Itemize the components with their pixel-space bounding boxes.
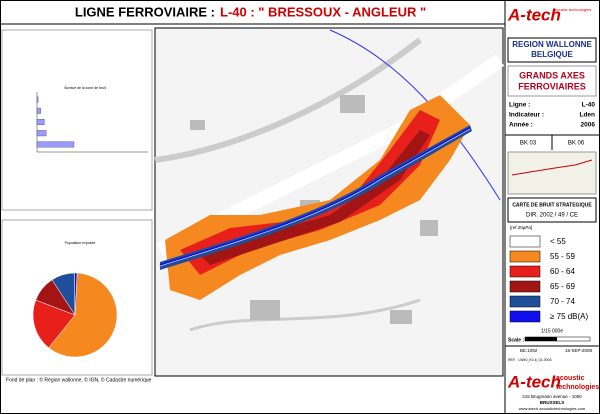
pie-slice bbox=[32, 299, 76, 349]
bar bbox=[36, 141, 75, 148]
info-value: 2006 bbox=[581, 122, 596, 129]
bk: BK 03 bbox=[520, 141, 537, 147]
info-value: L-40 bbox=[582, 102, 596, 109]
carte-box bbox=[507, 197, 597, 223]
date: 15-SEP-2008 bbox=[565, 348, 593, 353]
region: REGION WALLONNE bbox=[512, 40, 592, 49]
bar bbox=[36, 96, 39, 103]
bar bbox=[36, 119, 45, 125]
scale-label: Scale : bbox=[508, 337, 524, 343]
bar bbox=[36, 107, 41, 114]
zone-75 bbox=[159, 127, 471, 266]
logo-sub: acoustic bbox=[556, 375, 585, 382]
bar-title: Surface de la zone de bruit bbox=[64, 86, 106, 90]
pie-title: Population exposée bbox=[65, 241, 96, 245]
pie-slice bbox=[48, 272, 118, 358]
overview-line bbox=[511, 159, 593, 176]
legend-label: ≥ 75 dB(A) bbox=[550, 312, 589, 321]
bar bbox=[36, 130, 47, 137]
legend-label: < 55 bbox=[550, 237, 566, 246]
legend-swatch bbox=[509, 310, 541, 323]
legend-label: 70 - 74 bbox=[550, 297, 575, 306]
info-value: Lden bbox=[579, 112, 595, 119]
legend-swatch bbox=[509, 265, 541, 278]
bar-panel bbox=[1, 29, 153, 211]
dir: DIR. 2002 / 49 / CE bbox=[526, 213, 578, 219]
legend-swatch bbox=[509, 280, 541, 293]
logo: A-tech bbox=[507, 5, 561, 24]
logo: A-tech bbox=[507, 372, 561, 391]
region: BELGIQUE bbox=[531, 50, 573, 59]
carte: CARTE DE BRUIT STRATEGIQUE bbox=[512, 202, 592, 208]
legend-swatch bbox=[509, 235, 541, 248]
river bbox=[329, 29, 501, 201]
credits: Fond de plan : © Région wallonne, © IGN,… bbox=[6, 376, 152, 383]
scale-ratio: 1/15 000e bbox=[541, 328, 563, 334]
scale-bar bbox=[525, 337, 557, 341]
legend-swatch bbox=[509, 250, 541, 263]
axes: FERROVIAIRES bbox=[518, 81, 586, 91]
address: BRUSSELS bbox=[540, 400, 565, 405]
legend-label: 60 - 64 bbox=[550, 267, 575, 276]
legend-label: 55 - 59 bbox=[550, 252, 575, 261]
info: Ligne : L-40 Indicateur : Lden Année : 2006 bbox=[509, 102, 595, 129]
code: BE.1092 bbox=[520, 348, 538, 353]
axes-box bbox=[507, 65, 597, 97]
road bbox=[189, 298, 421, 332]
zone-65 bbox=[200, 130, 430, 265]
address: 215 Brugmann avenue - 1050 bbox=[522, 394, 582, 399]
road bbox=[154, 37, 422, 163]
info-label: Indicateur : bbox=[509, 112, 544, 119]
logo-sub: technologies bbox=[556, 384, 599, 391]
web: www.atech-acoustictechnologies.com bbox=[519, 406, 586, 411]
axes: GRANDS AXES bbox=[519, 70, 585, 80]
region-box bbox=[507, 37, 597, 63]
ref-unit: [ref.20µPa] bbox=[510, 225, 532, 230]
ref: REF. : LW40_K0-6_01-0004 bbox=[508, 358, 552, 362]
title: LIGNE FERROVIAIRE : bbox=[75, 4, 215, 19]
map bbox=[154, 27, 505, 377]
legend-label: 65 - 69 bbox=[550, 282, 575, 291]
logo-sub: acoustic technologies bbox=[553, 7, 591, 12]
zone-60 bbox=[180, 110, 440, 275]
info-label: Ligne : bbox=[509, 102, 530, 109]
bk: BK 06 bbox=[568, 141, 585, 147]
legend: < 55 55 - 59 60 - 64 65 - 69 70 - 74 ≥ 75 dB(… bbox=[509, 235, 589, 323]
pie-slice bbox=[74, 272, 78, 316]
legend-swatch bbox=[509, 295, 541, 308]
title-line: L-40 : " BRESSOUX - ANGLEUR " bbox=[220, 4, 426, 19]
info-label: Année : bbox=[509, 122, 533, 129]
track bbox=[159, 128, 471, 267]
